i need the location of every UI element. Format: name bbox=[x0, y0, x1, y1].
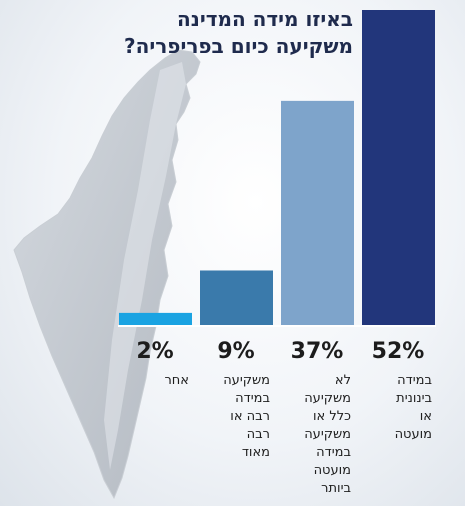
bar-value-label-2: 9% bbox=[217, 339, 255, 364]
category-label-line: רבה או bbox=[230, 409, 270, 424]
category-label-line: משקיעה bbox=[304, 427, 351, 442]
category-label-line: לא bbox=[334, 373, 351, 388]
category-label-3: לא משקיעה כלל או משקיעה במידה מועטה ביותר bbox=[279, 372, 351, 498]
category-label-line: מאוד bbox=[241, 445, 270, 460]
bar-value-label-1: 2% bbox=[136, 339, 174, 364]
bar-2 bbox=[200, 270, 273, 325]
bar-1 bbox=[119, 312, 192, 325]
chart-title: באיזו מידה המדינה משקיעה כיום בפריפריה? bbox=[124, 7, 353, 58]
category-label-line: רבה bbox=[246, 427, 270, 442]
bar-value-label-4: 52% bbox=[371, 339, 425, 364]
category-label-line: או bbox=[419, 409, 432, 424]
category-label-line: מועטה bbox=[313, 463, 351, 478]
category-label-line: מועטה bbox=[394, 427, 432, 442]
category-label-line: משקיעה bbox=[223, 373, 270, 388]
category-label-1: אחר bbox=[117, 372, 189, 390]
category-label-line: כלל או bbox=[312, 409, 351, 424]
category-label-line: במידה bbox=[235, 391, 270, 406]
category-label-line: משקיעה bbox=[304, 391, 351, 406]
bar-3 bbox=[281, 100, 354, 325]
category-label-line: אחר bbox=[164, 373, 189, 388]
map-highlight bbox=[104, 62, 186, 470]
bar-value-label-3: 37% bbox=[290, 339, 344, 364]
bar-4 bbox=[362, 10, 435, 325]
category-label-line: במידה bbox=[316, 445, 351, 460]
category-label-2: משקיעה במידה רבה או רבה מאוד bbox=[198, 372, 270, 462]
category-label-line: במידה bbox=[397, 373, 432, 388]
category-label-4: במידה בינונית או מועטה bbox=[360, 372, 432, 444]
category-label-line: בינונית bbox=[396, 391, 432, 406]
category-label-line: ביותר bbox=[321, 481, 351, 496]
